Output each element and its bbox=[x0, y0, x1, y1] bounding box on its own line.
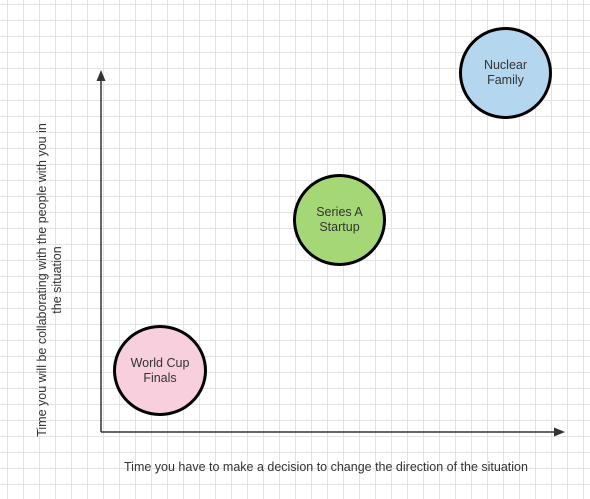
world-cup-finals-label: World Cup Finals bbox=[130, 355, 190, 385]
y-axis-label: Time you will be collaborating with the … bbox=[35, 123, 64, 437]
x-axis-arrowhead bbox=[554, 427, 565, 437]
y-axis-arrowhead bbox=[96, 70, 106, 81]
series-a-startup-label: Series A Startup bbox=[316, 205, 363, 234]
nuclear-family-label: Nuclear Family bbox=[483, 58, 528, 87]
series-a-startup-node[interactable]: Series A Startup bbox=[293, 174, 386, 266]
x-axis-label: Time you have to make a decision to chan… bbox=[124, 460, 528, 474]
nuclear-family-node[interactable]: Nuclear Family bbox=[459, 27, 552, 119]
world-cup-finals-node[interactable]: World Cup Finals bbox=[113, 325, 207, 416]
